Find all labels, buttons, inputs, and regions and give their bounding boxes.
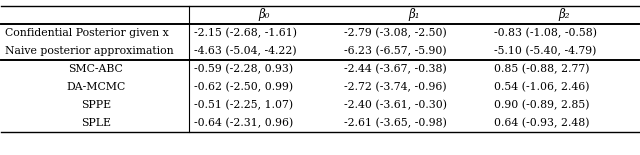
Text: -2.61 (-3.65, -0.98): -2.61 (-3.65, -0.98) bbox=[344, 117, 447, 128]
Text: SMC-ABC: SMC-ABC bbox=[68, 64, 123, 74]
Text: -2.15 (-2.68, -1.61): -2.15 (-2.68, -1.61) bbox=[195, 28, 298, 38]
Text: -2.72 (-3.74, -0.96): -2.72 (-3.74, -0.96) bbox=[344, 82, 447, 92]
Text: 0.64 (-0.93, 2.48): 0.64 (-0.93, 2.48) bbox=[494, 117, 589, 128]
Text: SPPE: SPPE bbox=[81, 100, 111, 110]
Text: -4.63 (-5.04, -4.22): -4.63 (-5.04, -4.22) bbox=[195, 46, 297, 56]
Text: β₀: β₀ bbox=[259, 8, 270, 21]
Text: -0.62 (-2.50, 0.99): -0.62 (-2.50, 0.99) bbox=[195, 82, 294, 92]
Text: -2.79 (-3.08, -2.50): -2.79 (-3.08, -2.50) bbox=[344, 28, 447, 38]
Text: -2.44 (-3.67, -0.38): -2.44 (-3.67, -0.38) bbox=[344, 64, 447, 74]
Text: Naive posterior approximation: Naive posterior approximation bbox=[4, 46, 173, 56]
Text: 0.90 (-0.89, 2.85): 0.90 (-0.89, 2.85) bbox=[494, 100, 589, 110]
Text: 0.85 (-0.88, 2.77): 0.85 (-0.88, 2.77) bbox=[494, 64, 589, 74]
Text: SPLE: SPLE bbox=[81, 118, 111, 128]
Text: -0.83 (-1.08, -0.58): -0.83 (-1.08, -0.58) bbox=[494, 28, 597, 38]
Text: -0.59 (-2.28, 0.93): -0.59 (-2.28, 0.93) bbox=[195, 64, 294, 74]
Text: -6.23 (-6.57, -5.90): -6.23 (-6.57, -5.90) bbox=[344, 46, 447, 56]
Text: β₂: β₂ bbox=[558, 8, 570, 21]
Text: β₁: β₁ bbox=[408, 8, 420, 21]
Text: -5.10 (-5.40, -4.79): -5.10 (-5.40, -4.79) bbox=[494, 46, 596, 56]
Text: -0.64 (-2.31, 0.96): -0.64 (-2.31, 0.96) bbox=[195, 117, 294, 128]
Text: Confidential Posterior given x: Confidential Posterior given x bbox=[4, 28, 168, 38]
Text: -0.51 (-2.25, 1.07): -0.51 (-2.25, 1.07) bbox=[195, 100, 294, 110]
Text: DA-MCMC: DA-MCMC bbox=[66, 82, 125, 92]
Text: -2.40 (-3.61, -0.30): -2.40 (-3.61, -0.30) bbox=[344, 100, 447, 110]
Text: 0.54 (-1.06, 2.46): 0.54 (-1.06, 2.46) bbox=[494, 82, 589, 92]
